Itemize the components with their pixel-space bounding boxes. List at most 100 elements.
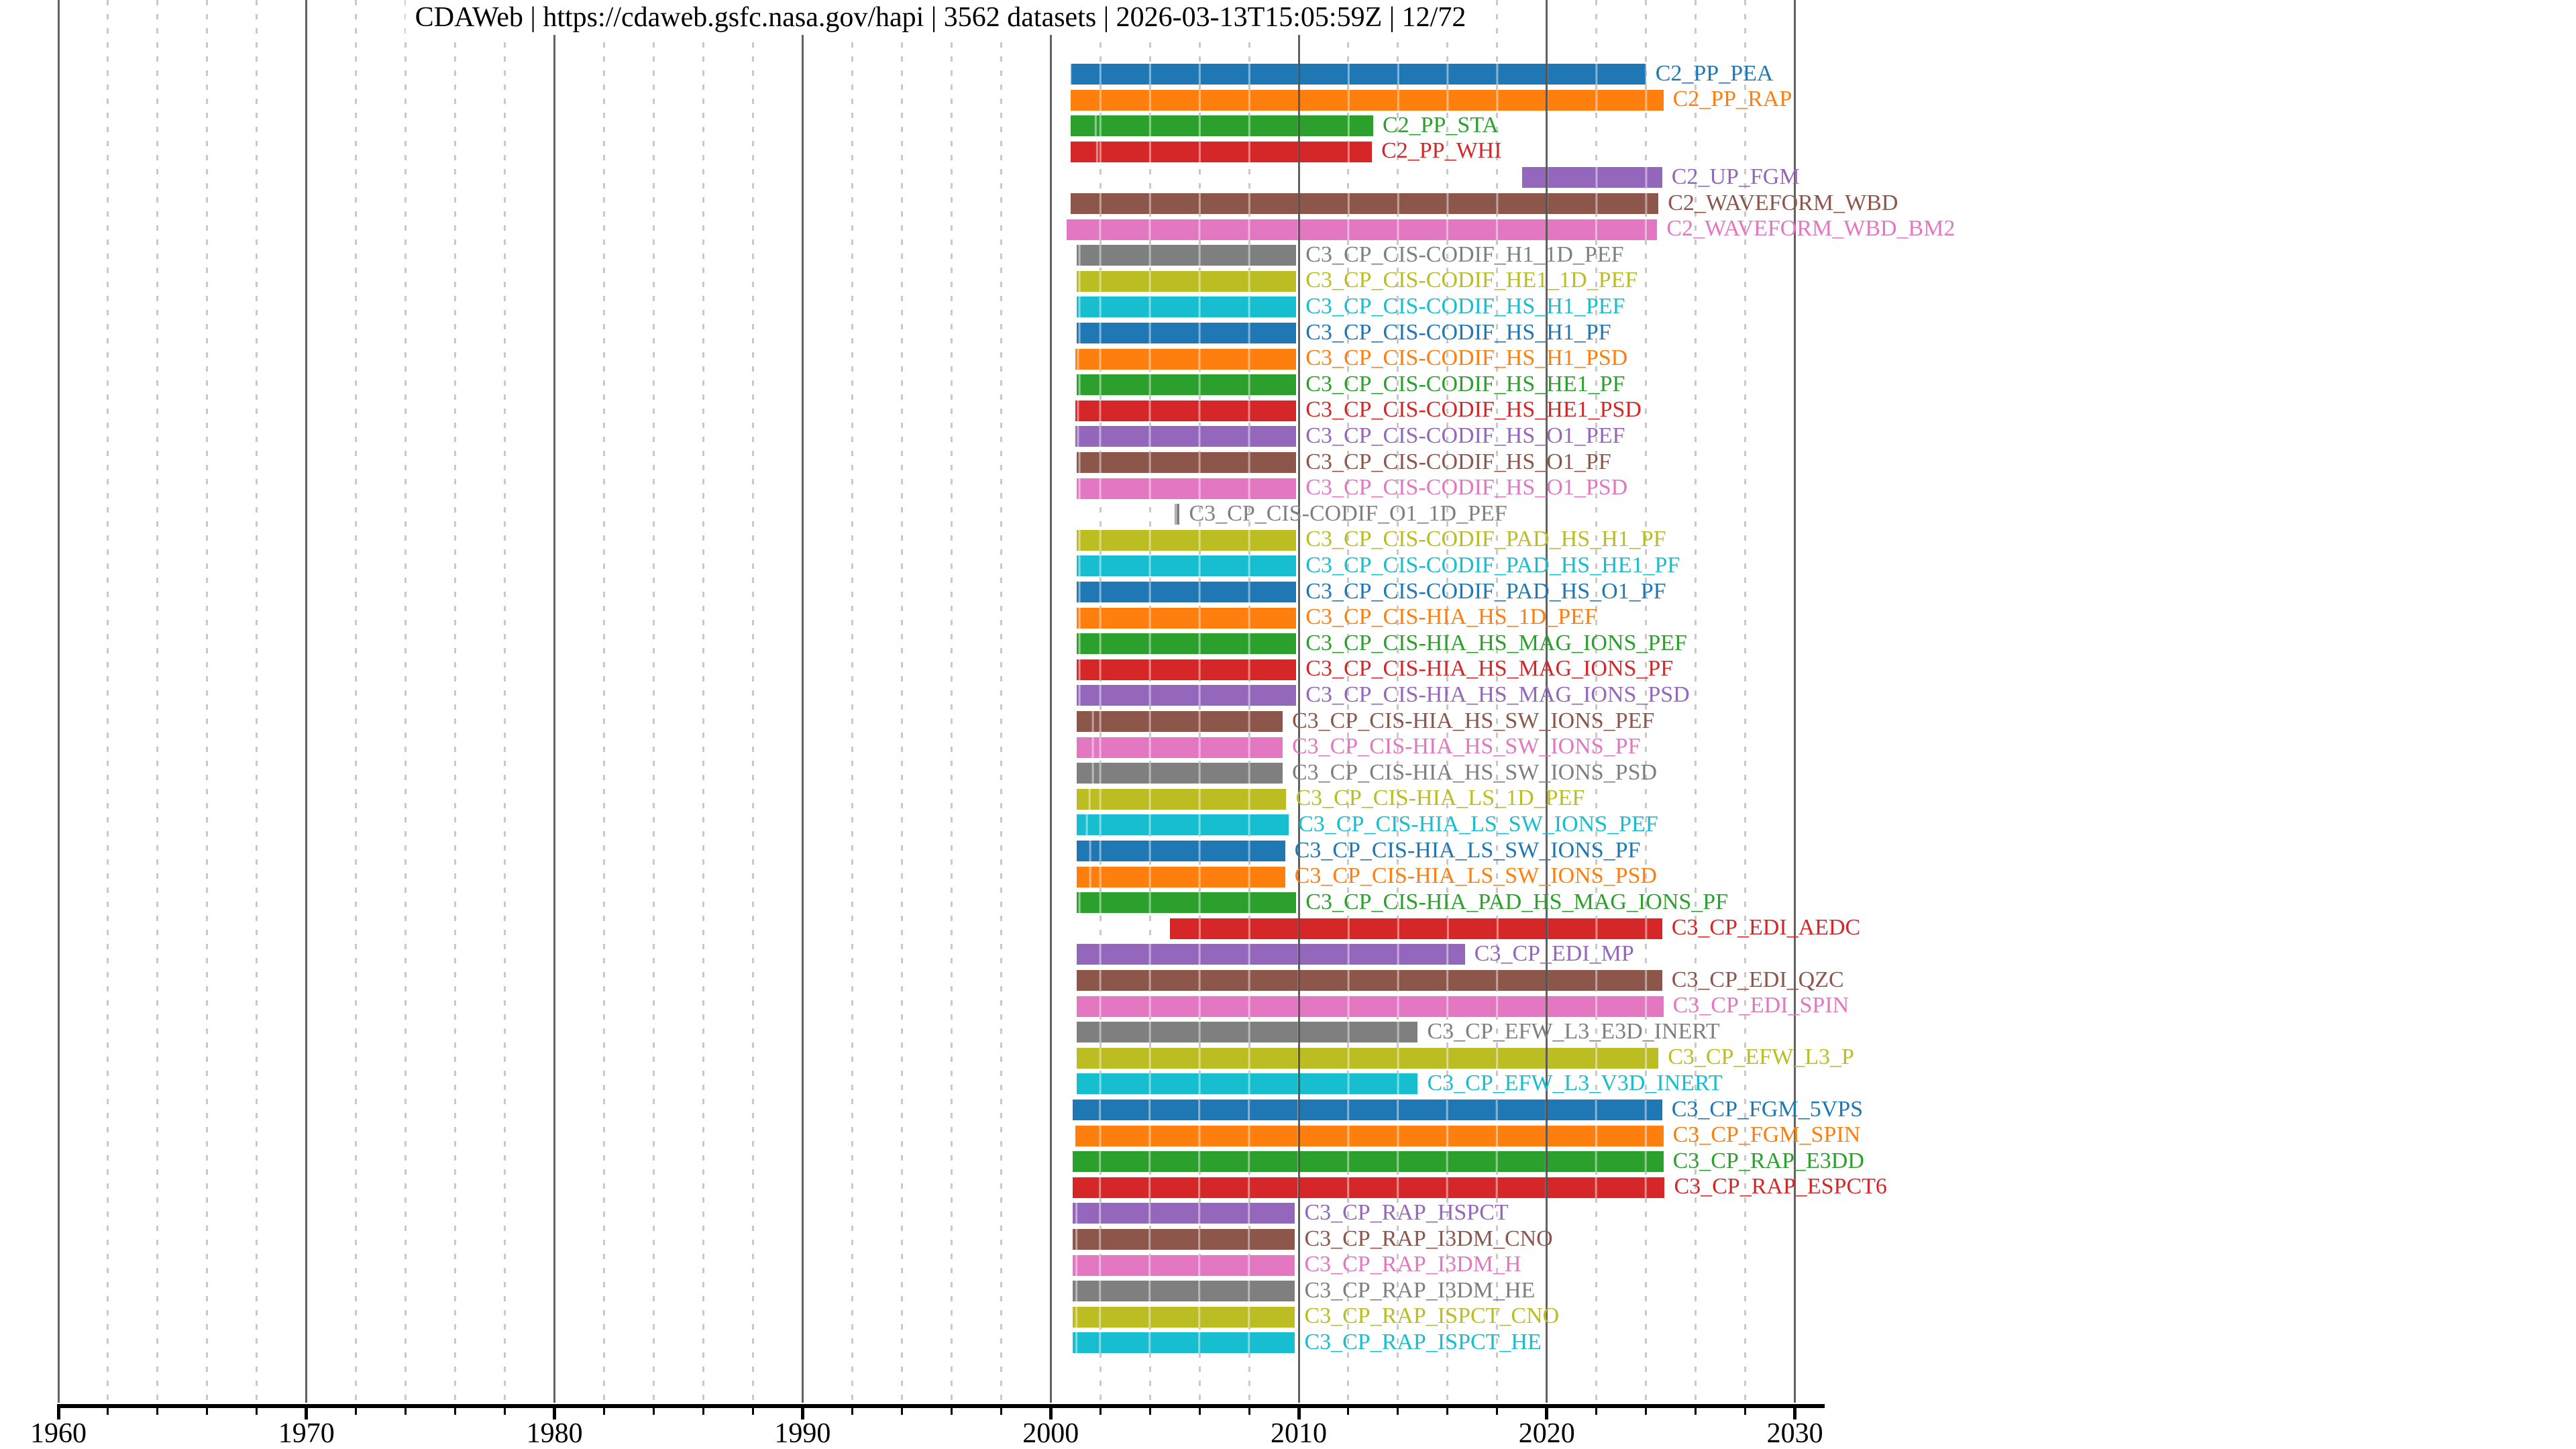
dataset-bar (1077, 685, 1297, 706)
dataset-bar (1070, 89, 1664, 111)
gridline-minor-2012 (1347, 0, 1350, 1401)
dataset-bar (1073, 1177, 1665, 1198)
gridline-minor-1982 (603, 0, 606, 1401)
dataset-label: C3_CP_CIS-HIA_HS_MAG_IONS_PEF (1305, 630, 1687, 655)
dataset-bar (1077, 944, 1465, 965)
dataset-label: C3_CP_CIS-HIA_HS_SW_IONS_PF (1291, 734, 1641, 759)
dataset-label: C3_CP_EFW_L3_V3D_INERT (1427, 1070, 1723, 1095)
dataset-label: C2_WAVEFORM_WBD (1668, 190, 1898, 215)
x-tick-minor-1996 (950, 1408, 953, 1415)
x-axis-line (57, 1404, 1825, 1408)
gridline-major-2030 (1794, 0, 1796, 1403)
x-tick-major-2010 (1297, 1408, 1301, 1419)
x-tick-minor-1972 (355, 1408, 358, 1415)
dataset-label: C2_PP_RAP (1672, 87, 1792, 112)
dataset-bar (1075, 1125, 1664, 1146)
dataset-bar (1077, 452, 1297, 473)
gridline-minor-2016 (1446, 0, 1449, 1401)
dataset-bar (1077, 529, 1297, 551)
gridline-major-2000 (1049, 0, 1052, 1403)
dataset-label: C3_CP_RAP_I3DM_CNO (1304, 1226, 1553, 1251)
dataset-bar (1077, 737, 1283, 758)
x-tick-label-2030: 2030 (1766, 1418, 1823, 1449)
dataset-bar (1077, 478, 1297, 499)
x-tick-minor-1968 (256, 1408, 258, 1415)
gridline-major-1970 (305, 0, 308, 1403)
dataset-bar (1169, 918, 1662, 939)
dataset-bar (1070, 115, 1373, 137)
gridline-minor-1976 (454, 0, 457, 1401)
dataset-bar (1070, 141, 1373, 162)
x-tick-major-2020 (1545, 1408, 1549, 1419)
dataset-bar (1077, 270, 1297, 292)
dataset-label: C3_CP_EDI_QZC (1671, 967, 1844, 992)
dataset-label: C3_CP_RAP_E3DD (1672, 1148, 1864, 1173)
gridline-major-1990 (801, 0, 804, 1403)
dataset-label: C3_CP_RAP_ESPCT6 (1674, 1174, 1887, 1199)
dataset-label: C3_CP_CIS-CODIF_HS_H1_PF (1305, 319, 1611, 345)
gridline-minor-1996 (950, 0, 953, 1401)
dataset-bar (1077, 245, 1297, 266)
x-tick-label-1990: 1990 (774, 1418, 831, 1449)
dataset-label: C3_CP_EDI_MP (1474, 941, 1634, 966)
dataset-bar (1073, 1203, 1295, 1224)
dataset-label: C3_CP_RAP_I3DM_HE (1304, 1277, 1536, 1303)
gridline-major-2020 (1546, 0, 1548, 1403)
x-tick-minor-1966 (206, 1408, 209, 1415)
x-tick-label-2020: 2020 (1518, 1418, 1575, 1449)
dataset-bar (1077, 323, 1297, 343)
dataset-label: C2_WAVEFORM_WBD_BM2 (1666, 216, 1955, 241)
dataset-bar (1073, 1306, 1295, 1328)
dataset-bar (1070, 64, 1646, 85)
gridline-minor-2026 (1695, 0, 1697, 1401)
gridline-minor-1968 (256, 0, 258, 1401)
gridline-minor-1992 (851, 0, 853, 1401)
dataset-label: C3_CP_CIS-CODIF_HS_H1_PSD (1305, 345, 1628, 371)
gridline-minor-2018 (1496, 0, 1499, 1401)
x-tick-major-1960 (56, 1408, 60, 1419)
dataset-bar (1077, 996, 1664, 1017)
dataset-label: C3_CP_CIS-HIA_LS_SW_IONS_PF (1294, 837, 1641, 863)
dataset-label: C3_CP_CIS-HIA_LS_SW_IONS_PEF (1298, 811, 1658, 837)
dataset-label: C3_CP_RAP_ISPCT_HE (1304, 1329, 1542, 1354)
x-tick-minor-2024 (1645, 1408, 1648, 1415)
dataset-bar (1073, 1332, 1295, 1354)
x-tick-minor-1974 (405, 1408, 407, 1415)
dataset-label: C3_CP_CIS-HIA_HS_MAG_IONS_PF (1305, 656, 1674, 682)
dataset-label: C3_CP_CIS-CODIF_HS_HE1_PF (1305, 371, 1625, 396)
x-tick-minor-2018 (1496, 1408, 1499, 1415)
dataset-bar (1070, 193, 1659, 214)
gridline-minor-1966 (206, 0, 209, 1401)
dataset-label: C3_CP_EFW_L3_E3D_INERT (1427, 1018, 1720, 1044)
dataset-bar (1077, 633, 1297, 655)
dataset-bar (1077, 374, 1297, 396)
gridline-minor-1974 (405, 0, 407, 1401)
x-tick-major-1980 (553, 1408, 557, 1419)
dataset-bar (1073, 1099, 1662, 1120)
x-tick-minor-2002 (1099, 1408, 1102, 1415)
x-tick-minor-1976 (454, 1408, 457, 1415)
dataset-bar (1077, 866, 1285, 888)
dataset-label: C3_CP_CIS-CODIF_HS_H1_PEF (1305, 293, 1625, 319)
dataset-label: C2_PP_STA (1382, 112, 1499, 138)
dataset-bar (1077, 841, 1285, 861)
dataset-label: C3_CP_CIS-CODIF_HS_O1_PSD (1305, 475, 1628, 500)
dataset-label: C3_CP_CIS-HIA_HS_SW_IONS_PEF (1291, 708, 1655, 733)
x-tick-minor-2004 (1148, 1408, 1151, 1415)
dataset-bar (1077, 297, 1297, 318)
dataset-label: C2_UP_FGM (1671, 164, 1800, 189)
dataset-label: C3_CP_FGM_SPIN (1672, 1122, 1861, 1148)
dataset-bar (1077, 970, 1662, 991)
dataset-bar (1521, 167, 1662, 189)
dataset-label: C3_CP_FGM_5VPS (1671, 1096, 1864, 1122)
dataset-bar (1073, 1254, 1295, 1276)
dataset-bar (1077, 814, 1289, 836)
gridline-major-1980 (553, 0, 556, 1403)
gridline-minor-1998 (1000, 0, 1002, 1401)
x-tick-major-1990 (800, 1408, 804, 1419)
dataset-label: C3_CP_EFW_L3_P (1668, 1044, 1854, 1070)
dataset-label: C3_CP_CIS-HIA_PAD_HS_MAG_IONS_PF (1305, 889, 1729, 914)
dataset-bar (1075, 400, 1297, 421)
dataset-label: C3_CP_CIS-CODIF_PAD_HS_O1_PF (1305, 578, 1666, 604)
